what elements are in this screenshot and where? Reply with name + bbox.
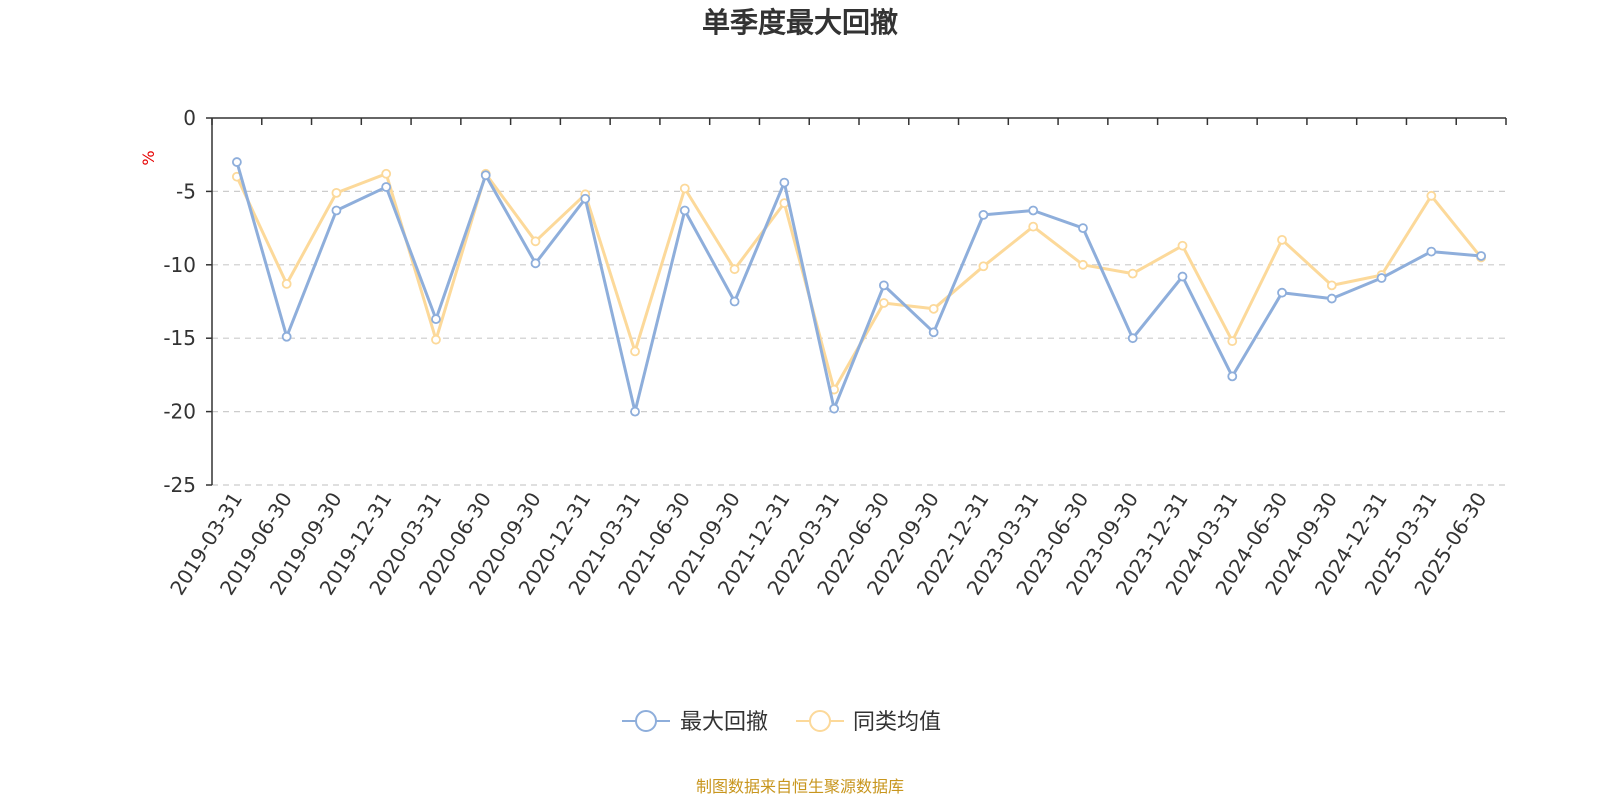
legend-item: 最大回撤 (622, 710, 768, 735)
y-tick-label: -20 (163, 400, 196, 424)
axes: 0-5-10-15-20-252019-03-312019-06-302019-… (163, 106, 1507, 599)
data-point (1476, 251, 1487, 261)
data-point (679, 205, 690, 216)
data-point (1426, 246, 1437, 257)
y-tick-label: -15 (163, 326, 196, 350)
data-point (878, 280, 889, 291)
data-point (231, 157, 242, 167)
data-point (679, 183, 690, 194)
data-point (630, 346, 640, 357)
data-point (729, 264, 740, 275)
data-point (281, 278, 292, 289)
data-point (480, 170, 491, 181)
y-tick-label: -25 (163, 473, 196, 497)
data-point (630, 406, 640, 417)
data-point (779, 177, 790, 188)
data-point (1177, 240, 1188, 251)
data-point (1127, 268, 1138, 279)
data-point (1277, 287, 1287, 298)
data-source-note: 制图数据来自恒生聚源数据库 (696, 777, 904, 796)
legend-marker-icon (635, 710, 657, 732)
series-group (231, 157, 1487, 417)
data-point (1127, 333, 1138, 344)
series-line (235, 160, 1483, 414)
y-tick-label: 0 (183, 106, 196, 130)
data-point (381, 182, 392, 192)
gridlines (212, 190, 1506, 486)
data-point (431, 314, 441, 325)
data-point (1426, 190, 1437, 201)
data-point (928, 327, 939, 338)
data-point (729, 296, 740, 307)
data-point (1028, 205, 1039, 216)
data-point (530, 236, 541, 247)
data-point (978, 261, 989, 272)
data-point (1227, 336, 1238, 347)
data-point (1177, 271, 1188, 282)
data-point (1326, 280, 1337, 291)
legend-item: 同类均值 (796, 710, 941, 735)
data-point (829, 403, 840, 414)
legend-label: 最大回撤 (680, 710, 768, 735)
data-point (331, 187, 342, 198)
data-point (878, 298, 889, 308)
y-tick-label: -5 (176, 179, 196, 203)
legend-marker-icon (809, 710, 831, 732)
legend-label: 同类均值 (853, 710, 941, 735)
y-axis-unit-label: % (139, 150, 158, 165)
data-point (530, 258, 541, 269)
data-point (331, 205, 342, 216)
data-point (381, 168, 392, 179)
data-point (1326, 293, 1337, 304)
y-tick-label: -10 (163, 253, 196, 277)
data-point (978, 209, 989, 220)
data-point (1376, 273, 1387, 283)
data-point (431, 334, 441, 345)
data-point (580, 193, 591, 204)
data-point (1078, 223, 1088, 234)
data-point (928, 303, 939, 314)
data-point (1078, 259, 1088, 270)
chart-title: 单季度最大回撤 (702, 6, 898, 39)
series-line (235, 172, 1483, 392)
data-point (1227, 371, 1238, 382)
data-point (1028, 221, 1039, 232)
data-point (281, 331, 292, 342)
legend: 最大回撤 同类均值 (622, 710, 941, 735)
series-lines (231, 157, 1487, 417)
data-point (1277, 234, 1287, 245)
